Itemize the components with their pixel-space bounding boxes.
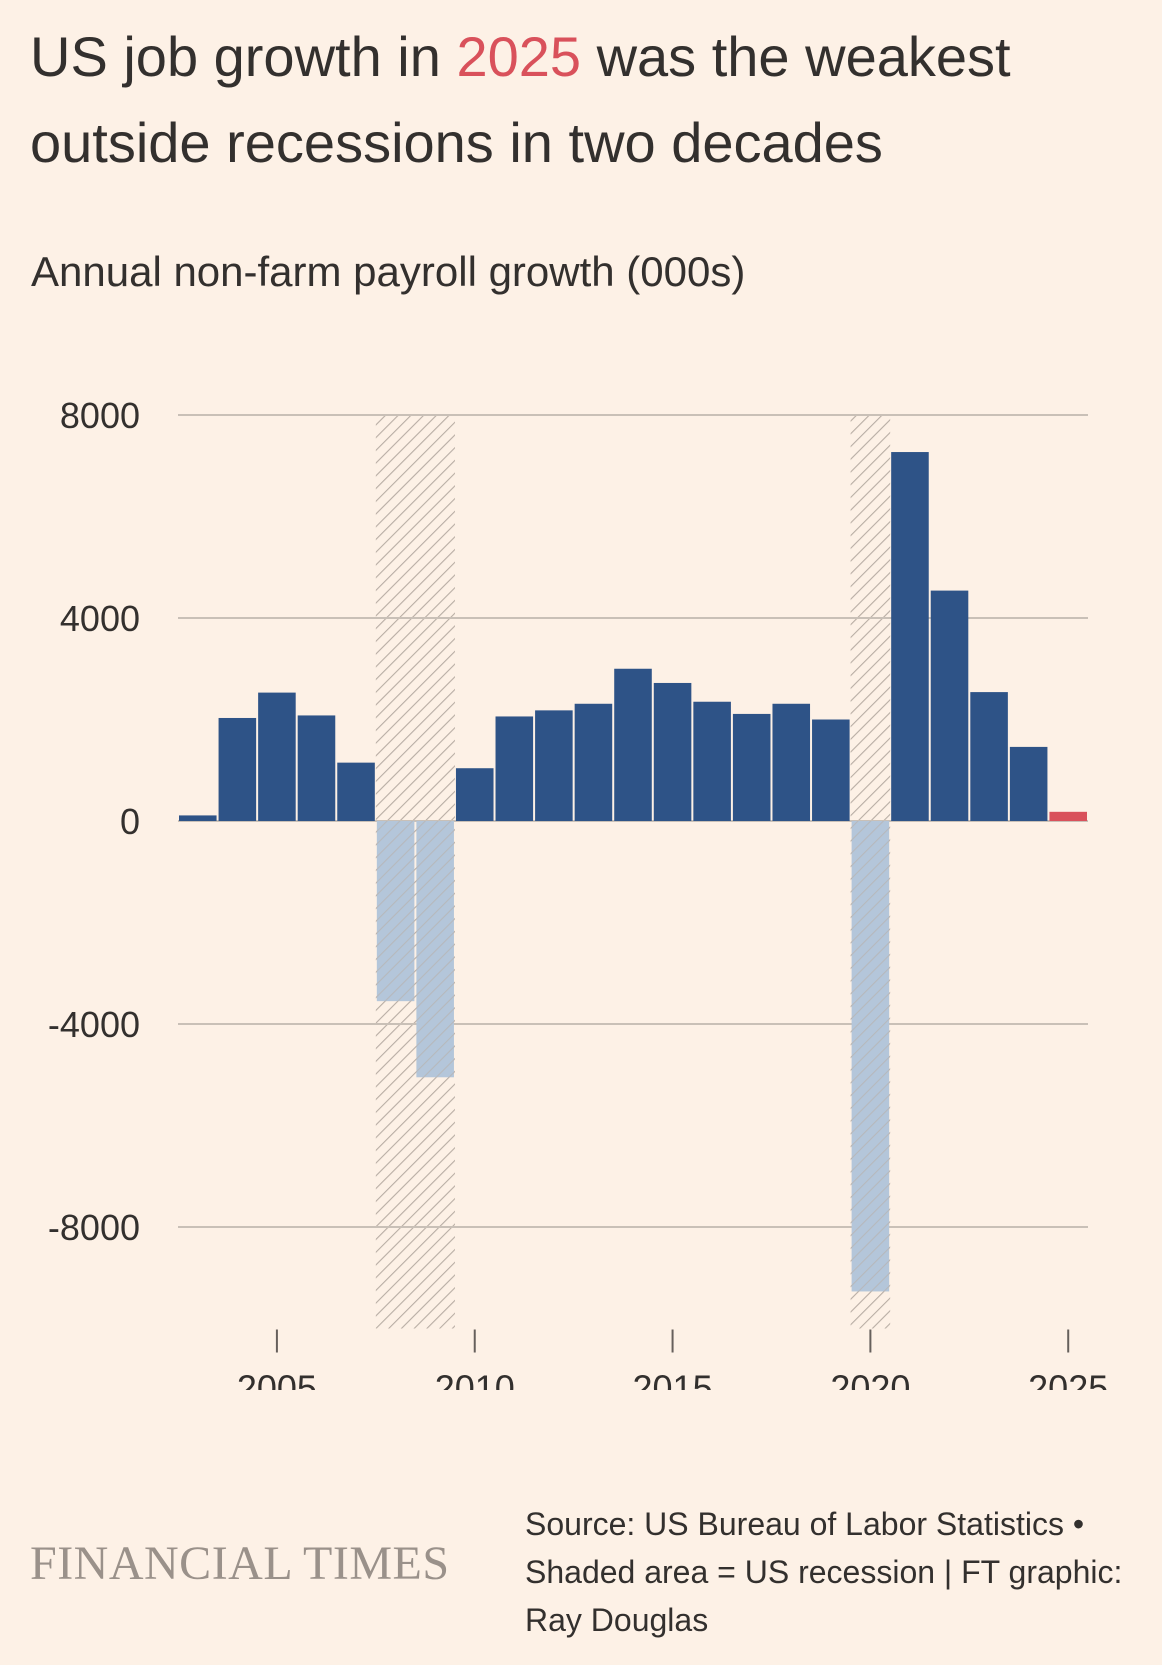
title-prefix: US job growth in <box>30 25 457 88</box>
x-tick-label: 2010 <box>435 1368 515 1391</box>
bar-2019 <box>812 719 850 821</box>
bar-hatch-2009 <box>416 821 454 1078</box>
bar-2003 <box>179 815 217 821</box>
y-tick-label: 8000 <box>60 395 140 436</box>
axes: 8000 4000 0 -4000 -8000 2005 2010 2015 2020 2025 <box>48 395 1108 1390</box>
title-suffix: was the weakest outside recessions in tw… <box>30 25 1011 174</box>
bar-chart: 8000 4000 0 -4000 -8000 2005 2010 2015 2020 2025 <box>48 395 1108 1390</box>
title-highlight-year: 2025 <box>456 25 582 88</box>
x-tick-label: 2015 <box>633 1368 713 1391</box>
x-tick-label: 2005 <box>237 1368 317 1391</box>
bar-2011 <box>495 716 534 821</box>
y-tick-label: -8000 <box>48 1207 140 1248</box>
bar-2021 <box>891 452 929 821</box>
bar-2023 <box>970 692 1008 821</box>
bar-2014 <box>614 668 652 821</box>
y-tick-label: 0 <box>120 801 140 842</box>
bar-2022 <box>930 590 969 821</box>
chart-subtitle: Annual non-farm payroll growth (000s) <box>31 248 746 295</box>
x-tick-label: 2025 <box>1028 1368 1108 1391</box>
y-tick-label: -4000 <box>48 1004 140 1045</box>
chart-title: US job growth in 2025 was the weakest ou… <box>30 14 1130 186</box>
bars <box>179 452 1087 1292</box>
bar-2012 <box>535 710 573 821</box>
bar-2016 <box>693 701 731 821</box>
recession-hatch-overlay <box>376 821 890 1292</box>
bar-hatch-2020 <box>851 821 890 1292</box>
bar-2004 <box>218 717 257 821</box>
bar-2018 <box>772 703 811 821</box>
source-note: Source: US Bureau of Labor Statistics • … <box>525 1506 1123 1638</box>
bar-2010 <box>455 768 494 821</box>
bar-2007 <box>337 762 375 821</box>
bar-2005 <box>258 692 296 821</box>
ft-logo: FINANCIAL TIMES <box>30 1537 450 1590</box>
x-tick-label: 2020 <box>830 1368 910 1391</box>
bar-2025 <box>1049 811 1087 821</box>
bar-2017 <box>732 713 771 821</box>
bar-2015 <box>653 682 692 821</box>
bar-2006 <box>297 715 336 821</box>
y-tick-label: 4000 <box>60 598 140 639</box>
bar-hatch-2008 <box>376 821 415 1002</box>
bar-2024 <box>1009 746 1048 821</box>
bar-2013 <box>574 703 613 821</box>
